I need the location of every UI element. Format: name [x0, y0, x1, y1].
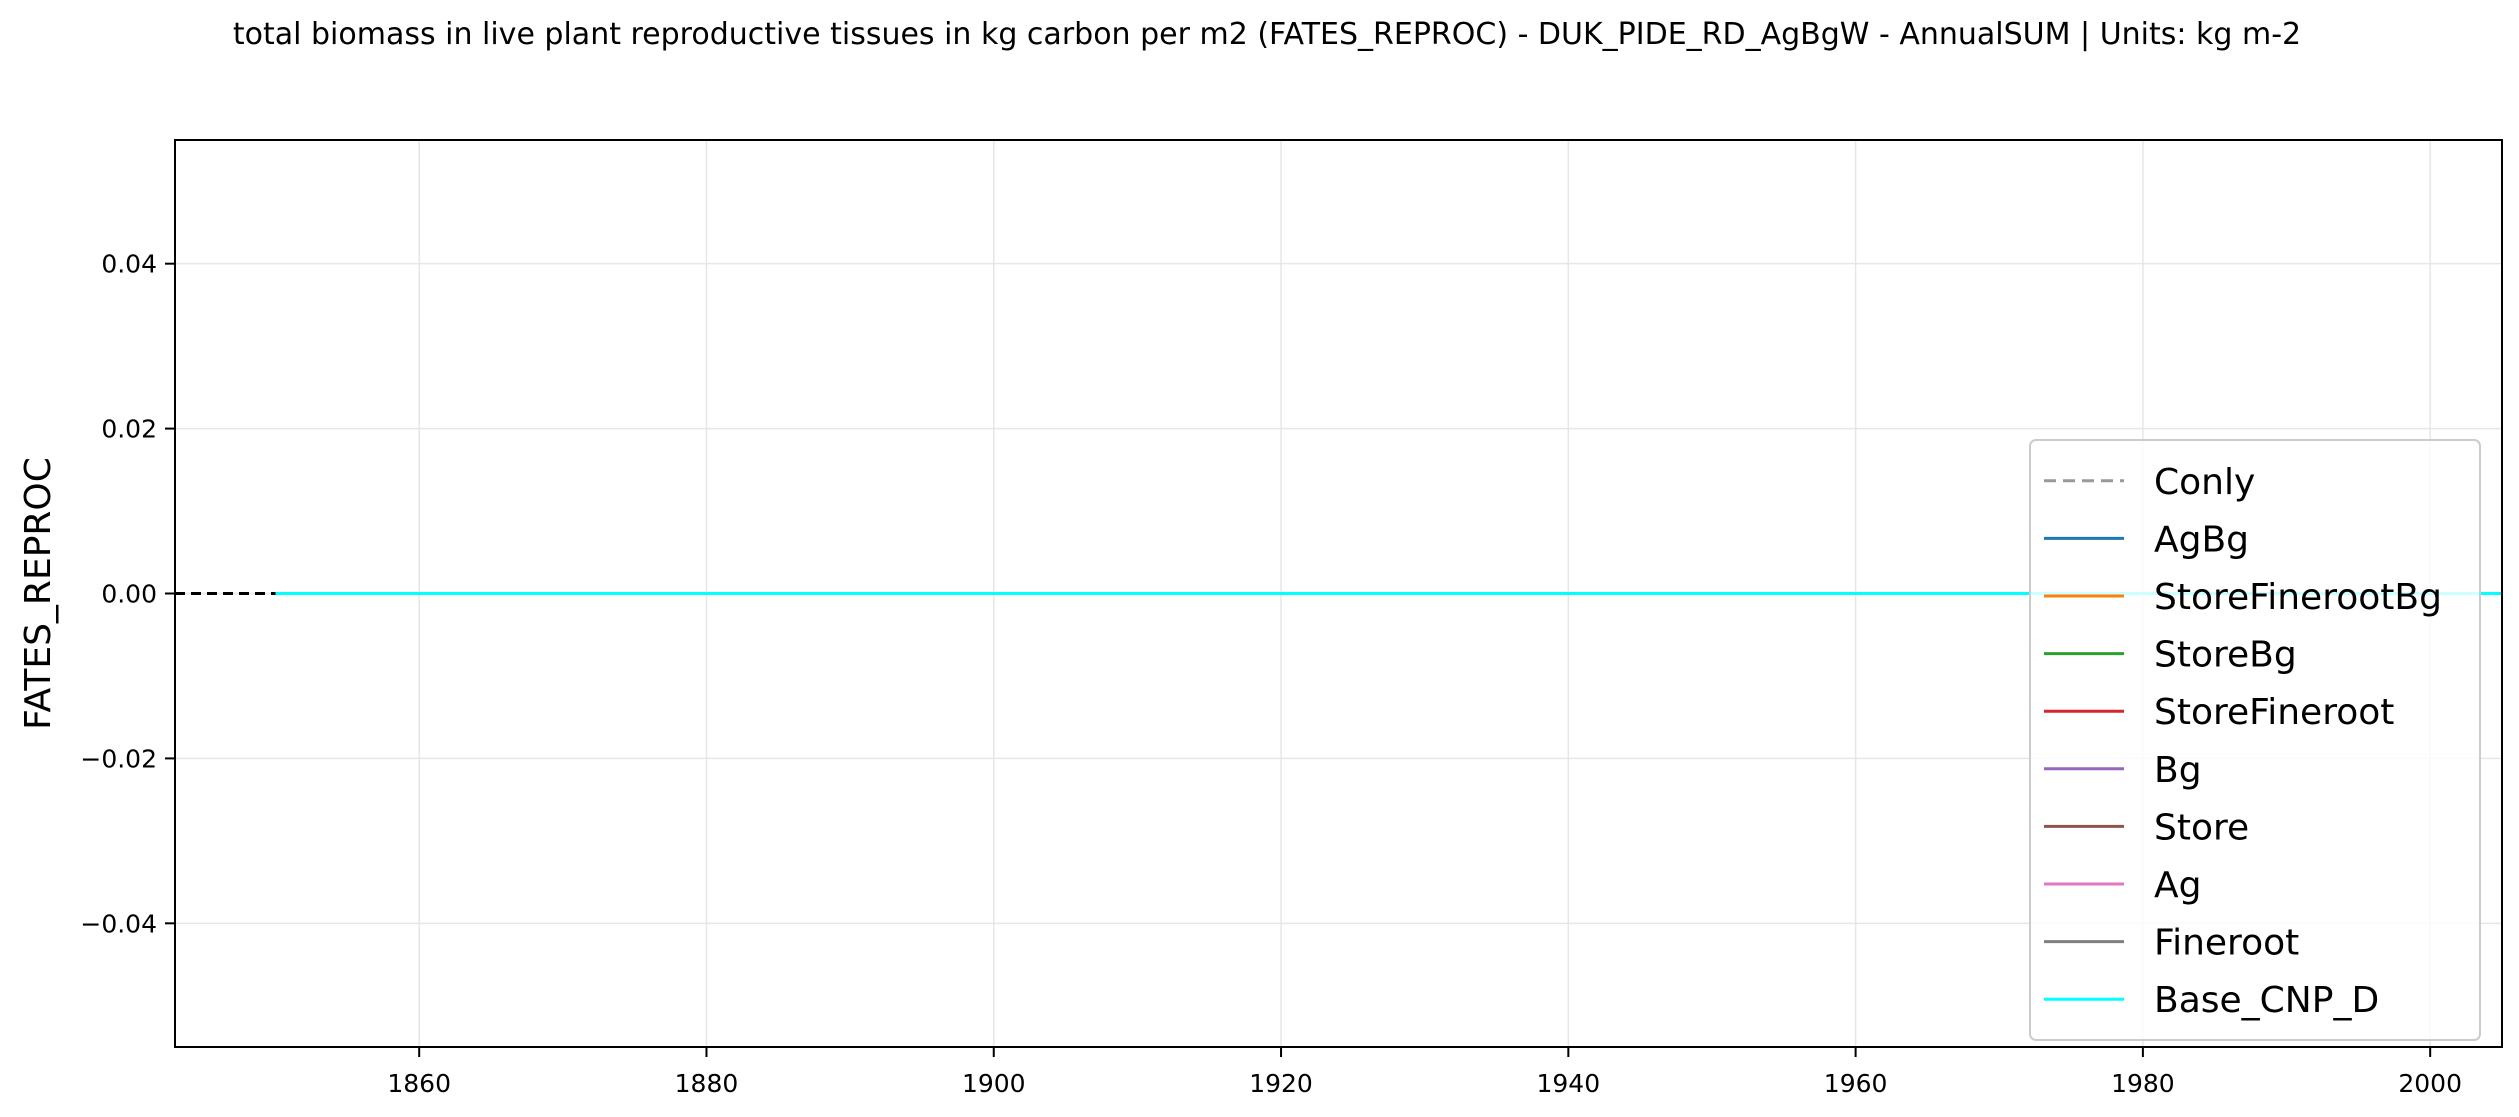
- y-axis-label: FATES_REPROC: [18, 457, 59, 730]
- legend-label: AgBg: [2154, 519, 2249, 560]
- legend: ConlyAgBgStoreFinerootBgStoreBgStoreFine…: [2029, 439, 2481, 1041]
- x-tick-label: 2000: [2398, 1069, 2462, 1098]
- x-tick-label: 1960: [1824, 1069, 1888, 1098]
- legend-label: Ag: [2154, 865, 2201, 906]
- x-tick-label: 1860: [387, 1069, 451, 1098]
- legend-label: Bg: [2154, 750, 2202, 791]
- legend-label: StoreFineroot: [2154, 692, 2394, 733]
- chart-title: total biomass in live plant reproductive…: [233, 17, 2301, 52]
- legend-label: Fineroot: [2154, 923, 2299, 964]
- y-tick-label: −0.04: [80, 909, 157, 938]
- x-tick-label: 1980: [2111, 1069, 2175, 1098]
- x-tick-label: 1920: [1249, 1069, 1313, 1098]
- x-tick-label: 1880: [675, 1069, 739, 1098]
- x-tick-label: 1900: [962, 1069, 1026, 1098]
- y-tick-label: 0.04: [101, 250, 157, 279]
- legend-label: Base_CNP_D: [2154, 980, 2379, 1021]
- y-tick-label: 0.02: [101, 415, 157, 444]
- y-tick-label: −0.02: [80, 744, 157, 773]
- y-tick-label: 0.00: [101, 580, 157, 609]
- legend-label: StoreFinerootBg: [2154, 577, 2442, 618]
- axis-ticks: 1860 1880 1900 1920 1940 1960 1980 2000 0.04 0.02…: [80, 250, 2462, 1098]
- legend-label: Store: [2154, 807, 2249, 848]
- legend-box: [2029, 439, 2481, 1041]
- x-tick-label: 1940: [1537, 1069, 1601, 1098]
- legend-label: Conly: [2154, 462, 2255, 503]
- legend-label: StoreBg: [2154, 635, 2297, 676]
